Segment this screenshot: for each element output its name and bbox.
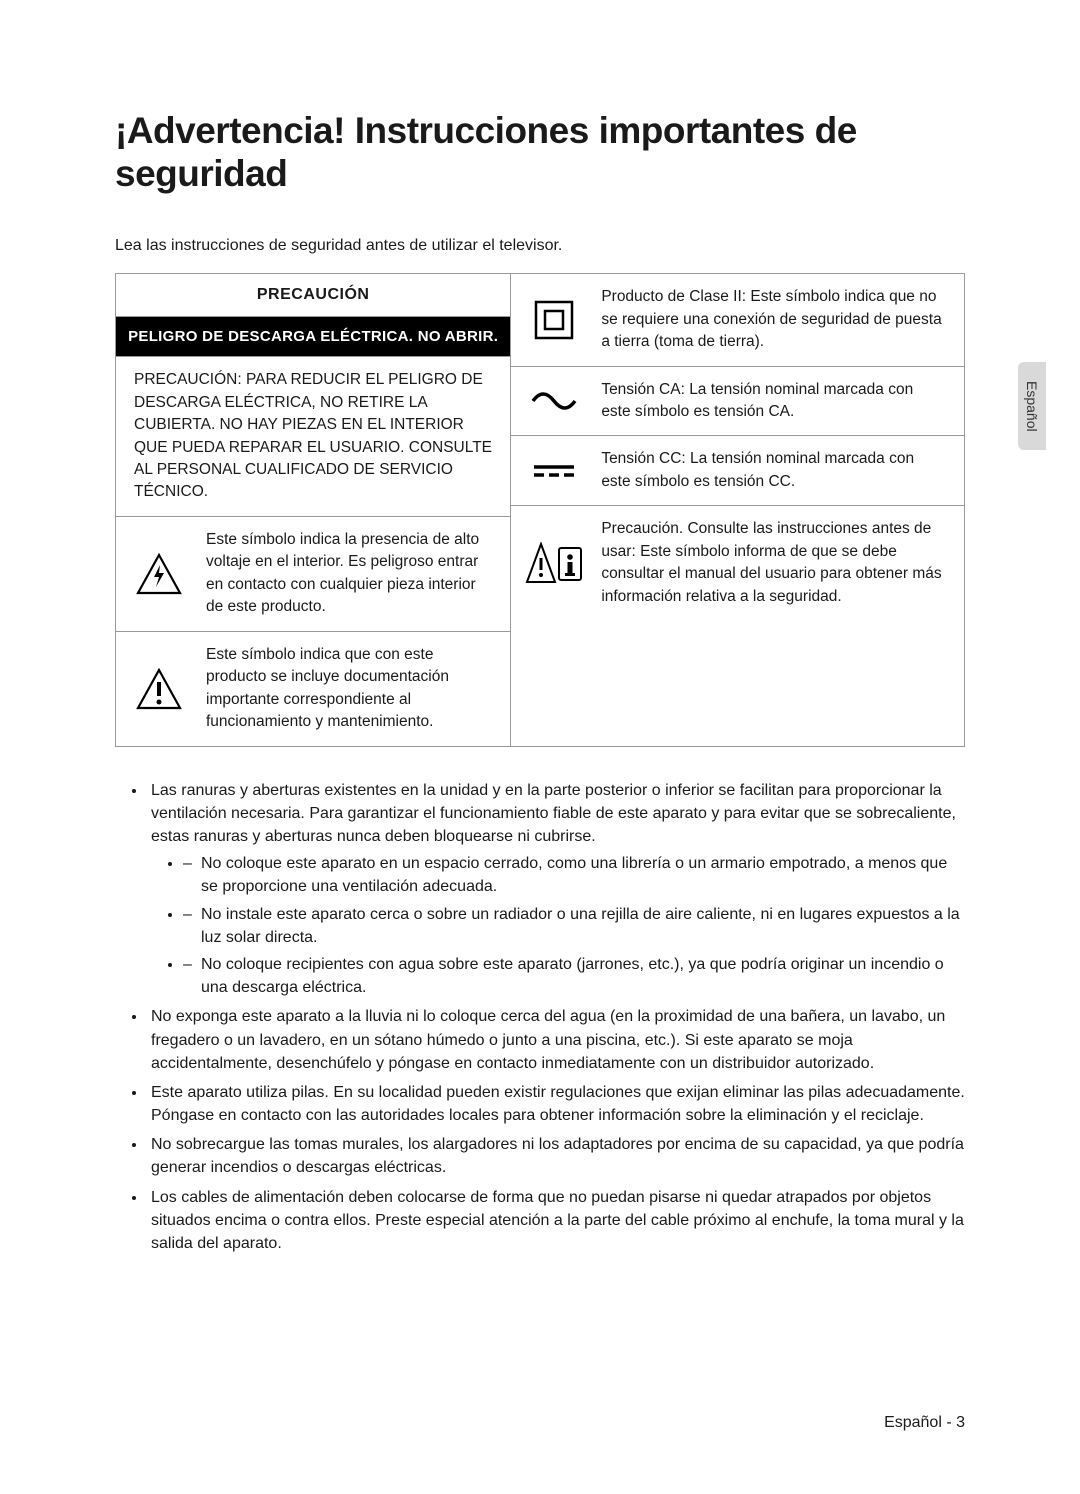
- table-row: Precaución. Consulte las instrucciones a…: [511, 506, 964, 620]
- ac-wave-icon: [511, 367, 597, 436]
- list-item: No sobrecargue las tomas murales, los al…: [147, 1133, 965, 1179]
- bolt-triangle-icon: [116, 517, 202, 631]
- safety-bullets: Las ranuras y aberturas existentes en la…: [115, 779, 965, 1256]
- list-item: Este aparato utiliza pilas. En su locali…: [147, 1081, 965, 1127]
- table-row: Producto de Clase II: Este símbolo indic…: [511, 274, 964, 366]
- symbol-description: Producto de Clase II: Este símbolo indic…: [597, 274, 964, 365]
- language-tab: Español: [1018, 362, 1046, 450]
- danger-header: PELIGRO DE DESCARGA ELÉCTRICA. NO ABRIR.: [116, 317, 510, 357]
- list-item: No exponga este aparato a la lluvia ni l…: [147, 1005, 965, 1075]
- table-left-column: PRECAUCIÓN PELIGRO DE DESCARGA ELÉCTRICA…: [116, 274, 510, 746]
- symbol-table: PRECAUCIÓN PELIGRO DE DESCARGA ELÉCTRICA…: [115, 273, 965, 747]
- symbol-description: Este símbolo indica la presencia de alto…: [202, 517, 510, 631]
- exclaim-triangle-icon: [116, 632, 202, 746]
- page-title: ¡Advertencia! Instrucciones importantes …: [115, 110, 965, 195]
- symbol-description: Precaución. Consulte las instrucciones a…: [597, 506, 964, 620]
- list-item: No coloque este aparato en un espacio ce…: [183, 852, 965, 898]
- class2-icon: [511, 274, 597, 365]
- page-footer: Español - 3: [884, 1414, 965, 1432]
- symbol-description: Tensión CA: La tensión nominal marcada c…: [597, 367, 964, 436]
- dc-lines-icon: [511, 436, 597, 505]
- intro-text: Lea las instrucciones de seguridad antes…: [115, 237, 965, 255]
- info-warn-icon: [511, 506, 597, 620]
- language-tab-label: Español: [1024, 381, 1040, 432]
- caution-header: PRECAUCIÓN: [116, 274, 510, 317]
- table-row: Este símbolo indica la presencia de alto…: [116, 517, 510, 632]
- list-item: No coloque recipientes con agua sobre es…: [183, 953, 965, 999]
- bullet-text: Las ranuras y aberturas existentes en la…: [151, 782, 956, 845]
- symbol-description: Tensión CC: La tensión nominal marcada c…: [597, 436, 964, 505]
- list-item: No instale este aparato cerca o sobre un…: [183, 903, 965, 949]
- list-item: Los cables de alimentación deben colocar…: [147, 1186, 965, 1256]
- table-row: Tensión CA: La tensión nominal marcada c…: [511, 367, 964, 437]
- list-item: Las ranuras y aberturas existentes en la…: [147, 779, 965, 1000]
- table-row: Este símbolo indica que con este product…: [116, 632, 510, 746]
- symbol-description: Este símbolo indica que con este product…: [202, 632, 510, 746]
- table-right-column: Producto de Clase II: Este símbolo indic…: [510, 274, 964, 746]
- table-row: Tensión CC: La tensión nominal marcada c…: [511, 436, 964, 506]
- caution-text: PRECAUCIÓN: PARA REDUCIR EL PELIGRO DE D…: [116, 357, 510, 517]
